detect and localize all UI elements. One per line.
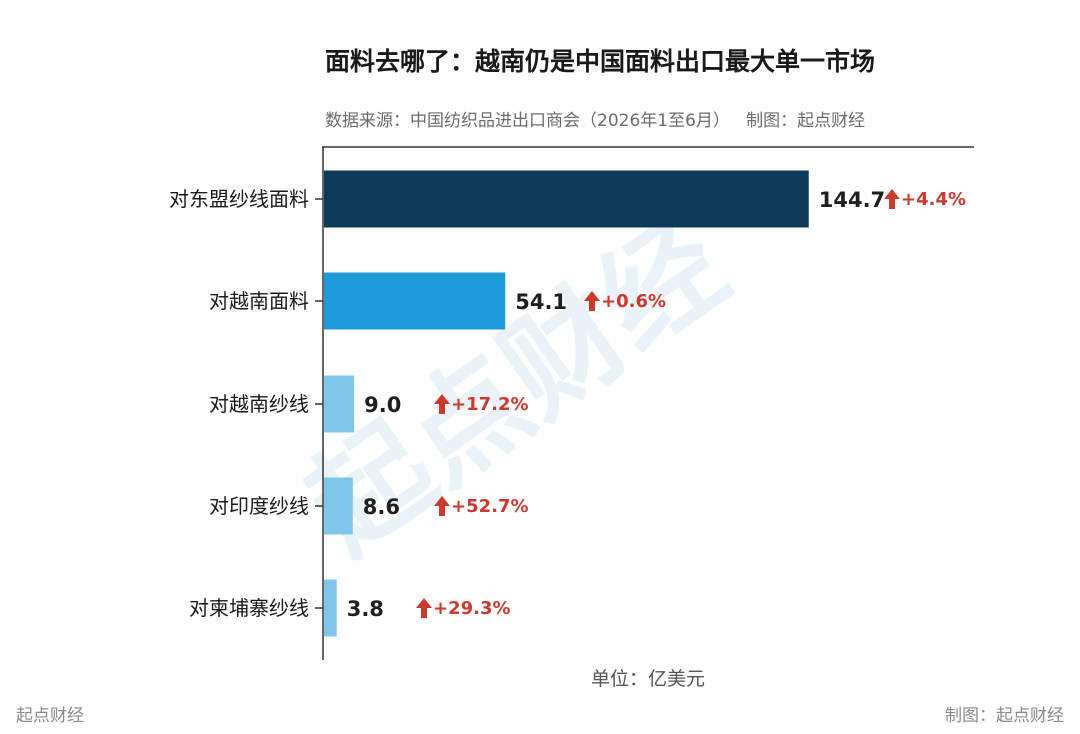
bar xyxy=(324,375,355,433)
up-arrow-icon xyxy=(416,598,432,618)
unit-label: 单位：亿美元 xyxy=(591,668,705,690)
category-label: 对印度纱线 xyxy=(209,494,309,518)
chart-title: 面料去哪了：越南仍是中国面料出口最大单一市场 xyxy=(325,47,875,76)
change-label: +4.4% xyxy=(901,189,966,210)
bars-layer: 对东盟纱线面料 144.7 +4.4% 对越南面料 54.1 +0.6% 对越南纱线 9.0 +… xyxy=(169,170,966,637)
value-label: 144.7 xyxy=(819,188,885,212)
category-label: 对越南面料 xyxy=(209,289,309,313)
change-label: +52.7% xyxy=(451,496,529,517)
footer-right: 制图：起点财经 xyxy=(945,706,1064,726)
value-label: 9.0 xyxy=(364,393,401,417)
value-label: 3.8 xyxy=(347,597,384,621)
up-arrow-icon xyxy=(884,189,900,209)
up-arrow-icon xyxy=(584,291,600,311)
category-label: 对柬埔寨纱线 xyxy=(189,596,309,620)
up-arrow-icon xyxy=(434,496,450,516)
change-label: +0.6% xyxy=(601,291,666,312)
category-label: 对东盟纱线面料 xyxy=(169,187,309,211)
value-label: 54.1 xyxy=(515,290,567,314)
up-arrow-icon xyxy=(434,394,450,414)
change-label: +17.2% xyxy=(451,394,529,415)
value-label: 8.6 xyxy=(363,495,400,519)
change-label: +29.3% xyxy=(433,598,511,619)
bar xyxy=(324,477,353,535)
bar xyxy=(324,272,506,330)
footer-left: 起点财经 xyxy=(16,706,84,726)
category-label: 对越南纱线 xyxy=(209,392,309,416)
chart-subtitle: 数据来源：中国纺织品进出口商会（2026年1至6月） 制图：起点财经 xyxy=(325,111,865,131)
bar xyxy=(324,170,809,228)
bar xyxy=(324,579,337,637)
